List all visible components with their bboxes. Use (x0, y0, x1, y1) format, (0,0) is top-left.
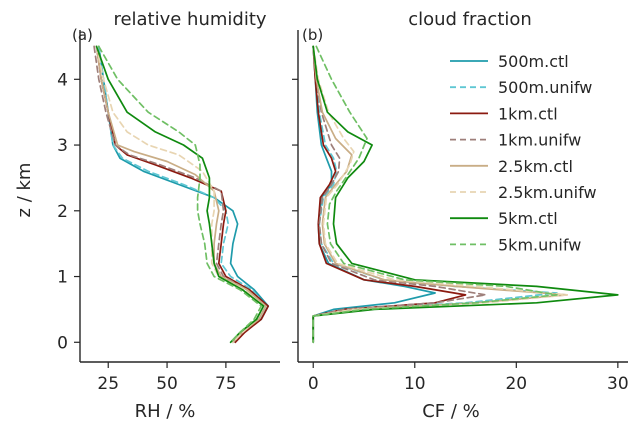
x-tick-label: 20 (505, 374, 527, 394)
y-tick-label: 1 (57, 268, 68, 288)
x-axis-label: RH / % (135, 401, 196, 422)
x-axis-label: CF / % (422, 401, 480, 422)
series-line-2-5km-ctl (95, 45, 267, 344)
series-line-5km-ctl (95, 45, 265, 344)
y-tick-label: 3 (57, 136, 68, 156)
series-line-1km-unifw (312, 45, 487, 344)
y-tick-label: 2 (57, 202, 68, 222)
legend-label-5km-ctl: 5km.ctl (498, 209, 558, 228)
series-line-5km-unifw (312, 45, 558, 344)
legend-label-2-5km-unifw: 2.5km.unifw (498, 183, 597, 202)
series-line-1km-ctl (95, 45, 270, 344)
panel-title: relative humidity (113, 9, 266, 30)
panel-relative-humidity: 25 50 75 0 1 2 3 4 RH / % z / km relative humidity… (14, 9, 280, 422)
y-tick-label: 0 (57, 333, 68, 353)
series-line-500m-ctl (312, 45, 436, 344)
legend-label-1km-ctl: 1km.ctl (498, 104, 558, 123)
series-line-5km-ctl (312, 45, 619, 344)
legend-label-2-5km-ctl: 2.5km.ctl (498, 157, 573, 176)
series-line-5km-unifw (97, 45, 263, 344)
x-tick-label: 50 (156, 374, 178, 394)
legend-label-500m-unifw: 500m.unifw (498, 78, 592, 97)
series-line-500m-unifw (97, 45, 267, 344)
series-line-500m-ctl (97, 45, 270, 344)
legend-label-500m-ctl: 500m.ctl (498, 52, 569, 71)
x-tick-label: 75 (215, 374, 237, 394)
panel-letter: (b) (302, 26, 323, 44)
series-line-1km-ctl (312, 45, 467, 344)
panel-cloud-fraction: 0 10 20 30 CF / % cloud fraction (b) (292, 9, 629, 422)
y-tick-label: 4 (57, 70, 68, 90)
panel-title: cloud fraction (408, 9, 532, 30)
legend: 500m.ctl 500m.unifw 1km.ctl 1km.unifw 2.5km.… (450, 52, 597, 254)
x-tick-label: 10 (404, 374, 426, 394)
y-axis-label: z / km (14, 163, 35, 218)
panel-letter: (a) (72, 26, 93, 44)
x-tick-label: 30 (607, 374, 629, 394)
series-line-2-5km-unifw (95, 45, 265, 344)
x-tick-label: 0 (308, 374, 319, 394)
legend-label-1km-unifw: 1km.unifw (498, 131, 581, 150)
legend-label-5km-unifw: 5km.unifw (498, 235, 581, 254)
x-tick-label: 25 (97, 374, 119, 394)
series-line-1km-unifw (93, 45, 267, 344)
